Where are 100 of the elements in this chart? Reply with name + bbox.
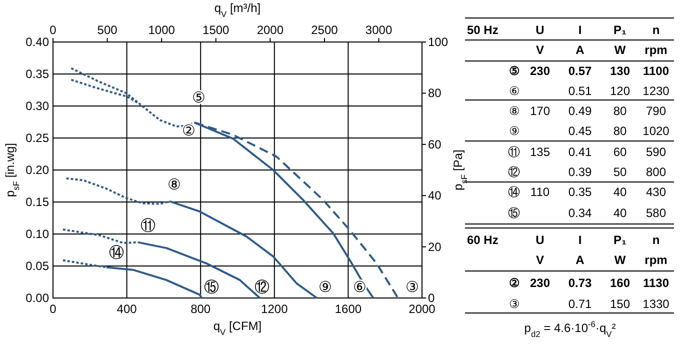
- text: U: [536, 23, 544, 37]
- text: 590: [646, 145, 666, 159]
- text: 790: [646, 104, 666, 118]
- y-tick-label: 0.20: [26, 163, 50, 177]
- annotation: ⑮: [204, 279, 220, 296]
- y2-tick-label: 40: [428, 188, 442, 203]
- annotation: ③: [406, 279, 419, 296]
- y-tick-label: 0.10: [26, 227, 50, 241]
- text: 1130: [642, 276, 670, 290]
- x-tick-label: 800: [190, 302, 211, 316]
- text: 1100: [642, 64, 670, 78]
- text: I: [578, 233, 582, 247]
- y-tick-label: 0.30: [26, 99, 50, 113]
- x2-tick-label: 3000: [365, 23, 392, 37]
- y-tick-label: 0.00: [26, 291, 50, 305]
- x2-axis-title: q$_{V}$ [m³/h]: [214, 1, 261, 19]
- text: 0.45: [568, 124, 592, 138]
- text: 1330: [642, 297, 670, 311]
- text: 0.51: [568, 84, 592, 98]
- y-tick-label: 0.25: [26, 131, 50, 145]
- text: n: [652, 233, 660, 247]
- text: 40: [613, 185, 627, 199]
- text: 800: [646, 165, 666, 179]
- text: 0.39: [568, 165, 592, 179]
- text: W: [614, 253, 626, 267]
- text: I: [578, 23, 582, 37]
- text: ⑫: [508, 165, 520, 179]
- text: V: [536, 43, 544, 57]
- x-tick-label: 400: [116, 302, 138, 316]
- y-tick-label: 0.35: [26, 67, 50, 81]
- x-tick-label: 1600: [334, 302, 362, 316]
- annotation: ⑧: [167, 176, 180, 194]
- y-tick-label: 0.05: [26, 259, 50, 273]
- x2-tick-label: 2000: [256, 23, 284, 37]
- annotation: ②: [182, 122, 196, 140]
- text: 110: [530, 185, 550, 199]
- text: 430: [646, 185, 666, 199]
- text: ⑮: [508, 206, 520, 220]
- annotation: ⑫: [254, 279, 270, 296]
- text: ⑥: [509, 84, 520, 98]
- annotation: ⑨: [318, 279, 332, 296]
- x2-tick-label: 0: [50, 23, 57, 37]
- text: 160: [610, 276, 630, 290]
- x-tick-label: 1200: [261, 302, 288, 316]
- text: ⑪: [508, 145, 520, 159]
- x2-tick-label: 2500: [311, 23, 338, 37]
- x-tick-label: 0: [50, 302, 57, 316]
- text: P₁: [614, 233, 627, 247]
- x-axis-title: q$_{V}$ [CFM]: [213, 319, 262, 337]
- text: 230: [530, 64, 550, 78]
- text: 50: [613, 165, 627, 179]
- text: 0.57: [568, 64, 592, 78]
- text: 0.35: [568, 185, 592, 199]
- text: n: [652, 23, 660, 37]
- text: 130: [610, 64, 630, 78]
- text: P₁: [614, 23, 627, 37]
- text: rpm: [644, 253, 668, 267]
- text: p$_{d2}$ = 4.6·10$^{-6}$·q$_{V}$²: [524, 319, 616, 339]
- text: 0.41: [568, 145, 592, 159]
- annotation: ⑭: [108, 244, 124, 262]
- text: 1020: [642, 124, 670, 138]
- text: A: [576, 253, 585, 267]
- text: ⑧: [509, 104, 520, 118]
- text: 0.71: [568, 297, 592, 311]
- text: 60: [613, 145, 627, 159]
- text: ⑨: [509, 124, 520, 138]
- x2-tick-label: 500: [97, 23, 118, 37]
- text: ②: [509, 276, 520, 290]
- y2-tick-label: 60: [428, 137, 442, 152]
- y-tick-label: 0.40: [26, 35, 50, 49]
- y2-tick-label: 100: [428, 35, 448, 49]
- text: 60 Hz: [467, 233, 498, 247]
- text: A: [576, 43, 585, 57]
- x2-tick-label: 1500: [202, 23, 230, 37]
- text: 0.34: [568, 206, 592, 220]
- y-tick-label: 0.15: [26, 195, 50, 209]
- text: V: [536, 253, 544, 267]
- annotation: ⑪: [140, 217, 156, 234]
- text: 40: [613, 206, 627, 220]
- y2-tick-label: 0: [428, 291, 435, 305]
- text: 80: [613, 124, 627, 138]
- text: 150: [610, 297, 630, 311]
- text: rpm: [644, 43, 668, 57]
- text: 580: [646, 206, 666, 220]
- text: 0.73: [568, 276, 592, 290]
- text: 80: [613, 104, 627, 118]
- y2-tick-label: 20: [428, 240, 442, 254]
- text: 1230: [642, 84, 670, 98]
- text: ⑤: [509, 64, 520, 78]
- x-tick-label: 2000: [408, 302, 436, 316]
- text: U: [536, 233, 544, 247]
- text: 50 Hz: [467, 23, 498, 37]
- annotation: ⑥: [352, 279, 366, 296]
- x2-tick-label: 1000: [148, 23, 176, 37]
- text: ⑭: [508, 185, 520, 199]
- text: W: [614, 43, 626, 57]
- y2-tick-label: 80: [428, 86, 442, 100]
- text: 230: [530, 276, 550, 290]
- text: 0.49: [568, 104, 592, 118]
- text: 135: [530, 145, 550, 159]
